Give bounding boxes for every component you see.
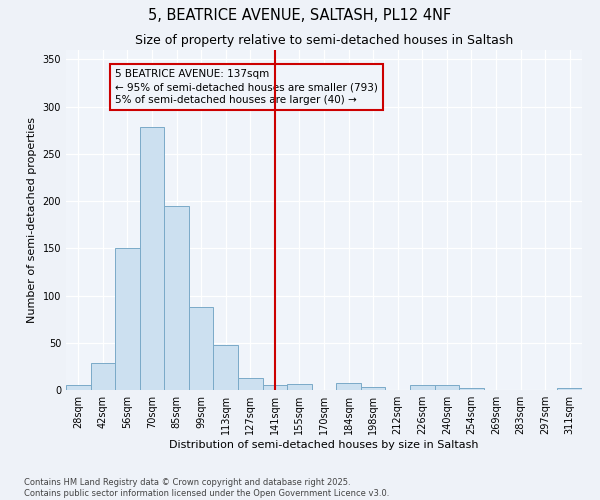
Bar bbox=[189, 307, 214, 390]
Bar bbox=[238, 378, 263, 390]
Bar bbox=[434, 386, 459, 390]
Bar bbox=[410, 386, 434, 390]
Bar bbox=[287, 384, 312, 390]
Bar bbox=[459, 388, 484, 390]
Bar bbox=[263, 386, 287, 390]
Title: Size of property relative to semi-detached houses in Saltash: Size of property relative to semi-detach… bbox=[135, 34, 513, 48]
Text: 5 BEATRICE AVENUE: 137sqm
← 95% of semi-detached houses are smaller (793)
5% of : 5 BEATRICE AVENUE: 137sqm ← 95% of semi-… bbox=[115, 69, 378, 106]
Bar bbox=[115, 248, 140, 390]
Bar bbox=[164, 206, 189, 390]
X-axis label: Distribution of semi-detached houses by size in Saltash: Distribution of semi-detached houses by … bbox=[169, 440, 479, 450]
Bar bbox=[91, 362, 115, 390]
Bar bbox=[336, 384, 361, 390]
Bar bbox=[66, 386, 91, 390]
Text: Contains HM Land Registry data © Crown copyright and database right 2025.
Contai: Contains HM Land Registry data © Crown c… bbox=[24, 478, 389, 498]
Y-axis label: Number of semi-detached properties: Number of semi-detached properties bbox=[27, 117, 37, 323]
Bar bbox=[214, 344, 238, 390]
Bar bbox=[140, 128, 164, 390]
Text: 5, BEATRICE AVENUE, SALTASH, PL12 4NF: 5, BEATRICE AVENUE, SALTASH, PL12 4NF bbox=[148, 8, 452, 22]
Bar bbox=[557, 388, 582, 390]
Bar bbox=[361, 387, 385, 390]
